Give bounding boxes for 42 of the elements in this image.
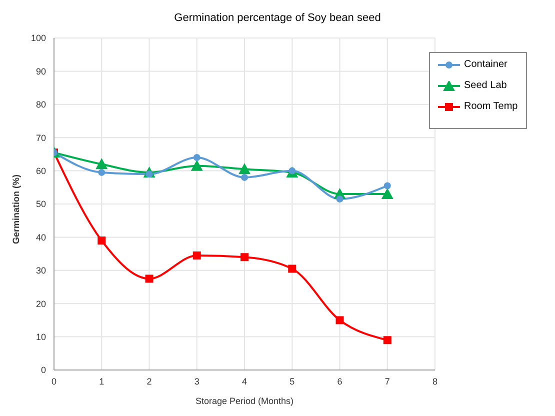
legend-label: Room Temp [464, 101, 518, 112]
x-tick-label: 7 [384, 376, 390, 386]
point [98, 236, 106, 245]
y-tick-label: 70 [36, 132, 46, 143]
x-tick-label: 5 [290, 376, 295, 386]
point [384, 182, 391, 190]
point [336, 316, 344, 324]
y-tick-label: 10 [36, 332, 46, 342]
y-tick-label: 50 [36, 199, 46, 210]
y-tick-label: 30 [36, 266, 46, 276]
point [193, 154, 200, 162]
point [288, 264, 296, 273]
y-axis-title: Germination (%) [11, 174, 22, 244]
point [98, 168, 106, 176]
x-tick-label: 4 [242, 376, 248, 386]
legend-label: Container [464, 59, 508, 70]
point [192, 251, 201, 260]
point [190, 160, 203, 171]
x-axis-title: Storage Period (Months) [195, 396, 294, 406]
point [383, 336, 392, 344]
point [238, 163, 250, 174]
x-tick-label: 3 [194, 376, 200, 386]
point [381, 188, 394, 200]
legend-label: Seed Lab [464, 80, 507, 91]
x-tick-label: 6 [337, 376, 342, 386]
point [241, 174, 248, 181]
x-tick-label: 2 [146, 376, 152, 386]
point [336, 196, 344, 203]
x-tick-label: 1 [99, 376, 104, 386]
x-tick-label: 8 [432, 376, 438, 386]
y-tick-label: 20 [36, 298, 46, 309]
y-tick-label: 40 [36, 232, 46, 242]
point [96, 158, 108, 170]
y-tick-label: 60 [36, 166, 46, 176]
x-tick-label: 0 [51, 376, 57, 386]
y-tick-label: 0 [40, 365, 46, 376]
chart-title: Germination percentage of Soy bean seed [173, 11, 382, 26]
y-tick-label: 100 [30, 33, 46, 44]
y-tick-label: 80 [36, 100, 46, 110]
y-tick-label: 90 [36, 66, 46, 76]
point [240, 253, 248, 262]
point [145, 274, 154, 283]
